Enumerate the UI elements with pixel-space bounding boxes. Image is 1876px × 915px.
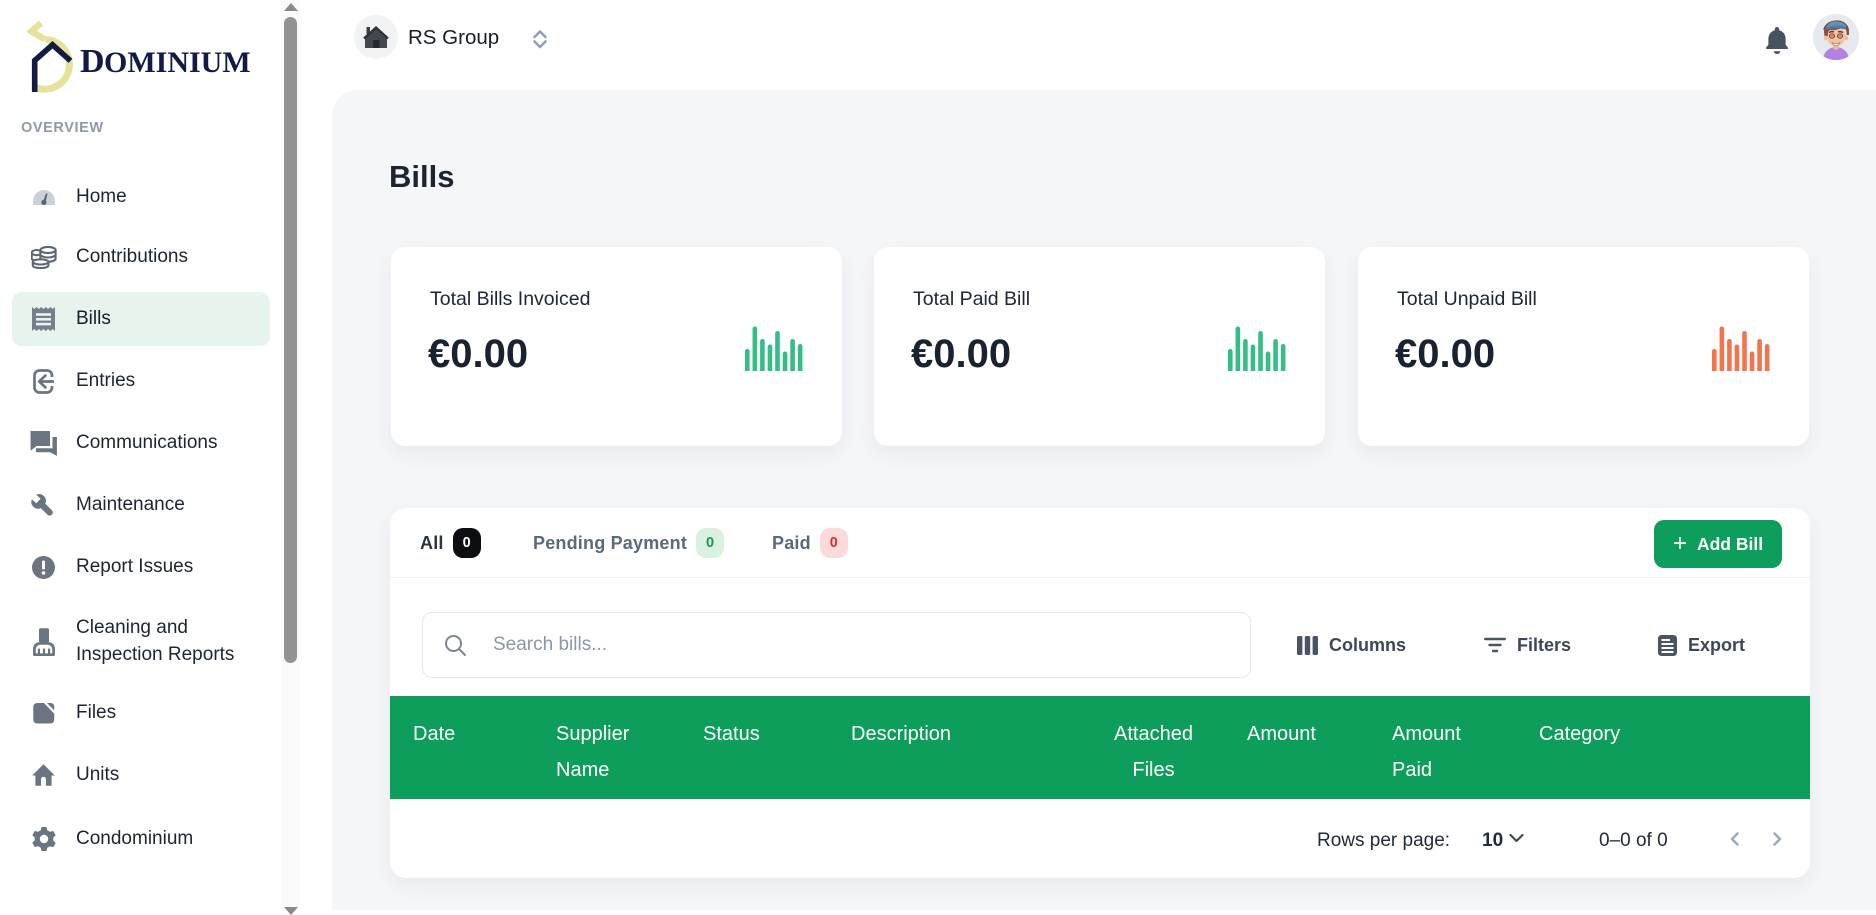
svg-text:OMINIUM: OMINIUM [104, 46, 251, 79]
svg-text:D: D [80, 43, 105, 80]
